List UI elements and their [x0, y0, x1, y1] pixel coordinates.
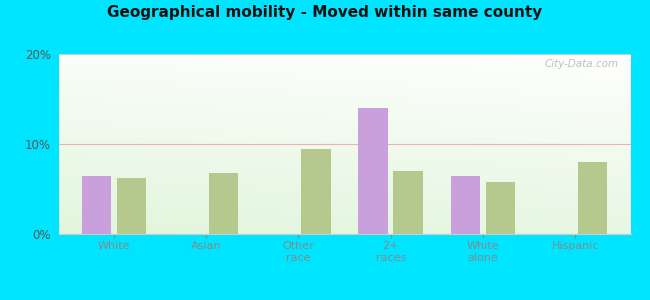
Text: Geographical mobility - Moved within same county: Geographical mobility - Moved within sam…	[107, 4, 543, 20]
Bar	[578, 162, 608, 234]
Text: City-Data.com: City-Data.com	[545, 59, 619, 69]
Bar	[116, 178, 146, 234]
Bar	[209, 173, 239, 234]
Bar	[450, 176, 480, 234]
Bar	[301, 148, 331, 234]
Bar	[81, 176, 111, 234]
Bar	[486, 182, 515, 234]
Bar	[393, 171, 423, 234]
Bar	[358, 108, 388, 234]
